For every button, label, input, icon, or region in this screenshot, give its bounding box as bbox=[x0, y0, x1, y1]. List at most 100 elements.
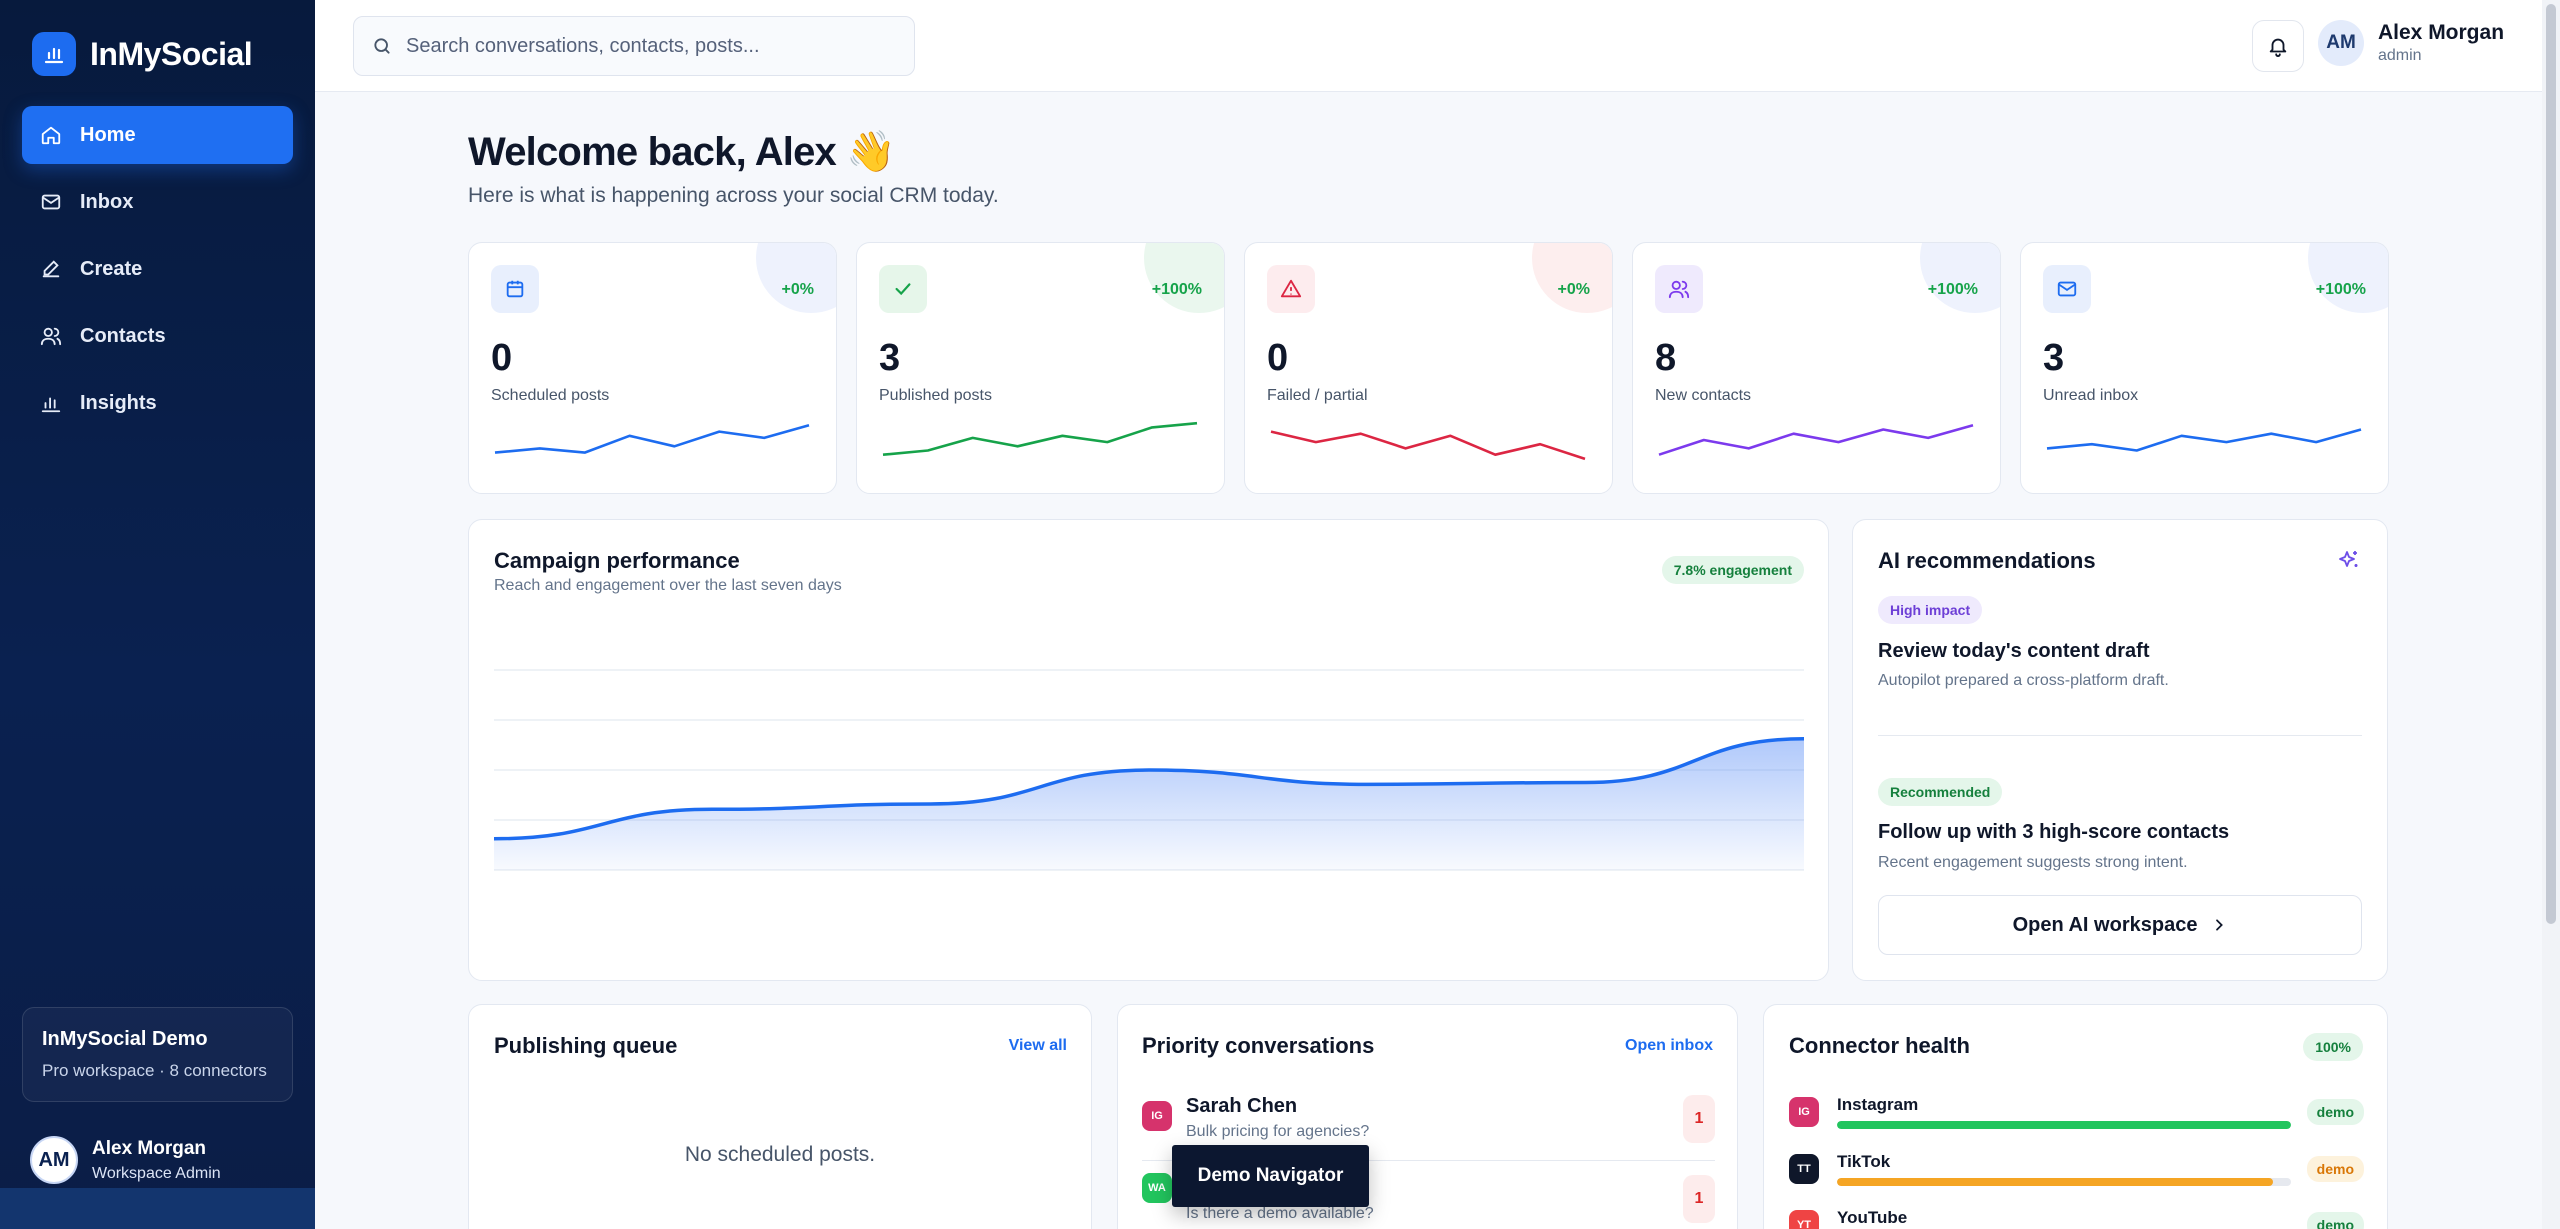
connector-row[interactable]: IG Instagram demo bbox=[1789, 1095, 2364, 1131]
sparkline bbox=[2046, 428, 2362, 452]
stat-card-failed[interactable]: +0% 0 Failed / partial bbox=[1244, 242, 1613, 494]
search-input[interactable] bbox=[406, 34, 886, 58]
stat-value: 3 bbox=[879, 337, 901, 379]
stat-label: Published posts bbox=[879, 387, 992, 404]
bell-icon bbox=[2269, 38, 2287, 57]
recommendation-title[interactable]: Follow up with 3 high-score contacts bbox=[1878, 821, 2230, 843]
sparkline bbox=[1658, 424, 1974, 456]
sparkline-series bbox=[1270, 430, 1586, 461]
recommendation-title[interactable]: Review today's content draft bbox=[1878, 640, 2150, 662]
sidebar-item-inbox[interactable]: Inbox bbox=[22, 173, 293, 231]
sparkline bbox=[1270, 430, 1586, 461]
workspace-name: InMySocial Demo bbox=[42, 1028, 208, 1050]
card-decoration bbox=[1144, 243, 1224, 313]
card-decoration bbox=[756, 243, 836, 313]
recommendation-subtitle: Recent engagement suggests strong intent… bbox=[1878, 854, 2188, 871]
mail-icon bbox=[41, 194, 61, 210]
sparkline-series bbox=[2046, 428, 2362, 452]
view-all-link[interactable]: View all bbox=[1008, 1037, 1067, 1054]
panel-title: Priority conversations bbox=[1142, 1033, 1375, 1058]
message-preview: Bulk pricing for agencies? bbox=[1186, 1123, 1370, 1140]
priority-conversations-panel: Priority conversations Open inbox IG Sar… bbox=[1117, 1004, 1738, 1229]
stat-card-contacts[interactable]: +100% 8 New contacts bbox=[1632, 242, 2001, 494]
search-icon bbox=[374, 38, 390, 54]
stat-card-scheduled[interactable]: +0% 0 Scheduled posts bbox=[468, 242, 837, 494]
bar-chart-icon bbox=[41, 397, 61, 413]
user-name: Alex Morgan bbox=[92, 1137, 207, 1159]
connector-row[interactable]: YT YouTube demo bbox=[1789, 1208, 2364, 1229]
user-role: admin bbox=[2378, 47, 2422, 64]
users-icon bbox=[40, 327, 62, 346]
brand-name: InMySocial bbox=[90, 35, 253, 72]
card-decoration bbox=[1920, 243, 2000, 313]
stat-delta: +100% bbox=[1927, 281, 1978, 298]
instagram-icon: IG bbox=[1142, 1101, 1172, 1131]
check-icon bbox=[879, 265, 927, 313]
stat-value: 0 bbox=[1267, 337, 1289, 379]
tiktok-icon: TT bbox=[1789, 1154, 1819, 1184]
panel-title: Publishing queue bbox=[494, 1033, 678, 1058]
sidebar-item-contacts[interactable]: Contacts bbox=[22, 307, 293, 365]
user-role: Workspace Admin bbox=[92, 1164, 221, 1182]
engagement-badge: 7.8% engagement bbox=[1661, 556, 1804, 584]
sidebar-item-label: Contacts bbox=[80, 324, 166, 347]
youtube-icon: YT bbox=[1789, 1210, 1819, 1229]
sidebar-user[interactable]: AM Alex Morgan Workspace Admin bbox=[30, 1136, 221, 1184]
impact-tag: High impact bbox=[1878, 596, 1983, 624]
whatsapp-icon: WA bbox=[1142, 1173, 1172, 1203]
publishing-queue-panel: Publishing queue View all No scheduled p… bbox=[468, 1004, 1092, 1229]
connector-name: YouTube bbox=[1837, 1208, 1908, 1227]
open-inbox-link[interactable]: Open inbox bbox=[1625, 1037, 1713, 1054]
sparkles-icon[interactable] bbox=[2337, 548, 2361, 572]
topbar: AM Alex Morgan admin bbox=[315, 0, 2560, 92]
panel-title: Connector health bbox=[1789, 1033, 1970, 1058]
demo-navigator-button[interactable]: Demo Navigator bbox=[1172, 1145, 1369, 1207]
ai-recommendations-panel: AI recommendations High impact Review to… bbox=[1852, 519, 2388, 981]
button-label: Open AI workspace bbox=[2012, 913, 2198, 936]
stat-card-published[interactable]: +100% 3 Published posts bbox=[856, 242, 1225, 494]
home-icon bbox=[41, 126, 61, 145]
conversation-item[interactable]: WA Is there a demo available? 1 bbox=[1142, 1173, 1715, 1225]
header-user-menu[interactable]: AM Alex Morgan admin bbox=[2318, 20, 2504, 66]
sidebar-item-label: Inbox bbox=[80, 190, 134, 213]
page-title: Welcome back, Alex 👋 bbox=[468, 130, 896, 174]
stat-value: 8 bbox=[1655, 337, 1677, 379]
divider bbox=[1142, 1160, 1715, 1161]
page-scrollbar[interactable] bbox=[2542, 0, 2560, 1229]
unread-count-badge: 1 bbox=[1683, 1095, 1715, 1143]
campaign-area-chart[interactable] bbox=[494, 650, 1804, 890]
workspace-card[interactable]: InMySocial Demo Pro workspace · 8 connec… bbox=[22, 1007, 293, 1102]
stat-delta: +0% bbox=[1557, 281, 1590, 298]
panel-title: AI recommendations bbox=[1878, 548, 2096, 573]
search-box[interactable] bbox=[353, 16, 915, 76]
conversation-item[interactable]: IG Sarah Chen Bulk pricing for agencies?… bbox=[1142, 1095, 1715, 1145]
status-badge: demo bbox=[2306, 1212, 2364, 1229]
impact-tag: Recommended bbox=[1878, 778, 2003, 806]
sidebar-item-insights[interactable]: Insights bbox=[22, 374, 293, 432]
brand[interactable]: InMySocial bbox=[32, 32, 253, 76]
sidebar-item-label: Home bbox=[80, 123, 136, 146]
sidebar: InMySocial Home Inbox Create Contacts In… bbox=[0, 0, 315, 1229]
instagram-icon: IG bbox=[1789, 1097, 1819, 1127]
bar-chart-icon bbox=[32, 32, 76, 76]
scrollbar-thumb[interactable] bbox=[2546, 4, 2556, 924]
sidebar-item-home[interactable]: Home bbox=[22, 106, 293, 164]
connector-row[interactable]: TT TikTok demo bbox=[1789, 1152, 2364, 1188]
stat-card-inbox[interactable]: +100% 3 Unread inbox bbox=[2020, 242, 2389, 494]
stat-label: Failed / partial bbox=[1267, 387, 1368, 404]
card-decoration bbox=[2308, 243, 2388, 313]
sidebar-footer-strip bbox=[0, 1188, 315, 1229]
sidebar-item-create[interactable]: Create bbox=[22, 240, 293, 298]
stat-value: 3 bbox=[2043, 337, 2065, 379]
message-preview: Is there a demo available? bbox=[1186, 1205, 1374, 1222]
mail-icon bbox=[2043, 265, 2091, 313]
stat-label: Unread inbox bbox=[2043, 387, 2139, 404]
status-badge: demo bbox=[2306, 1156, 2364, 1182]
stat-label: Scheduled posts bbox=[491, 387, 610, 404]
sparkline bbox=[494, 424, 810, 454]
sparkline-series bbox=[882, 421, 1198, 456]
panel-subtitle: Reach and engagement over the last seven… bbox=[494, 577, 842, 594]
notifications-button[interactable] bbox=[2252, 20, 2304, 72]
health-bar-fill bbox=[1837, 1178, 2273, 1186]
open-ai-workspace-button[interactable]: Open AI workspace bbox=[1878, 895, 2362, 955]
